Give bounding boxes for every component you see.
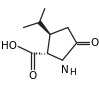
Text: O: O (28, 71, 37, 81)
Text: N: N (61, 65, 69, 75)
Polygon shape (38, 21, 50, 34)
Text: HO: HO (1, 41, 17, 51)
Text: H: H (70, 68, 76, 77)
Text: O: O (90, 38, 98, 48)
